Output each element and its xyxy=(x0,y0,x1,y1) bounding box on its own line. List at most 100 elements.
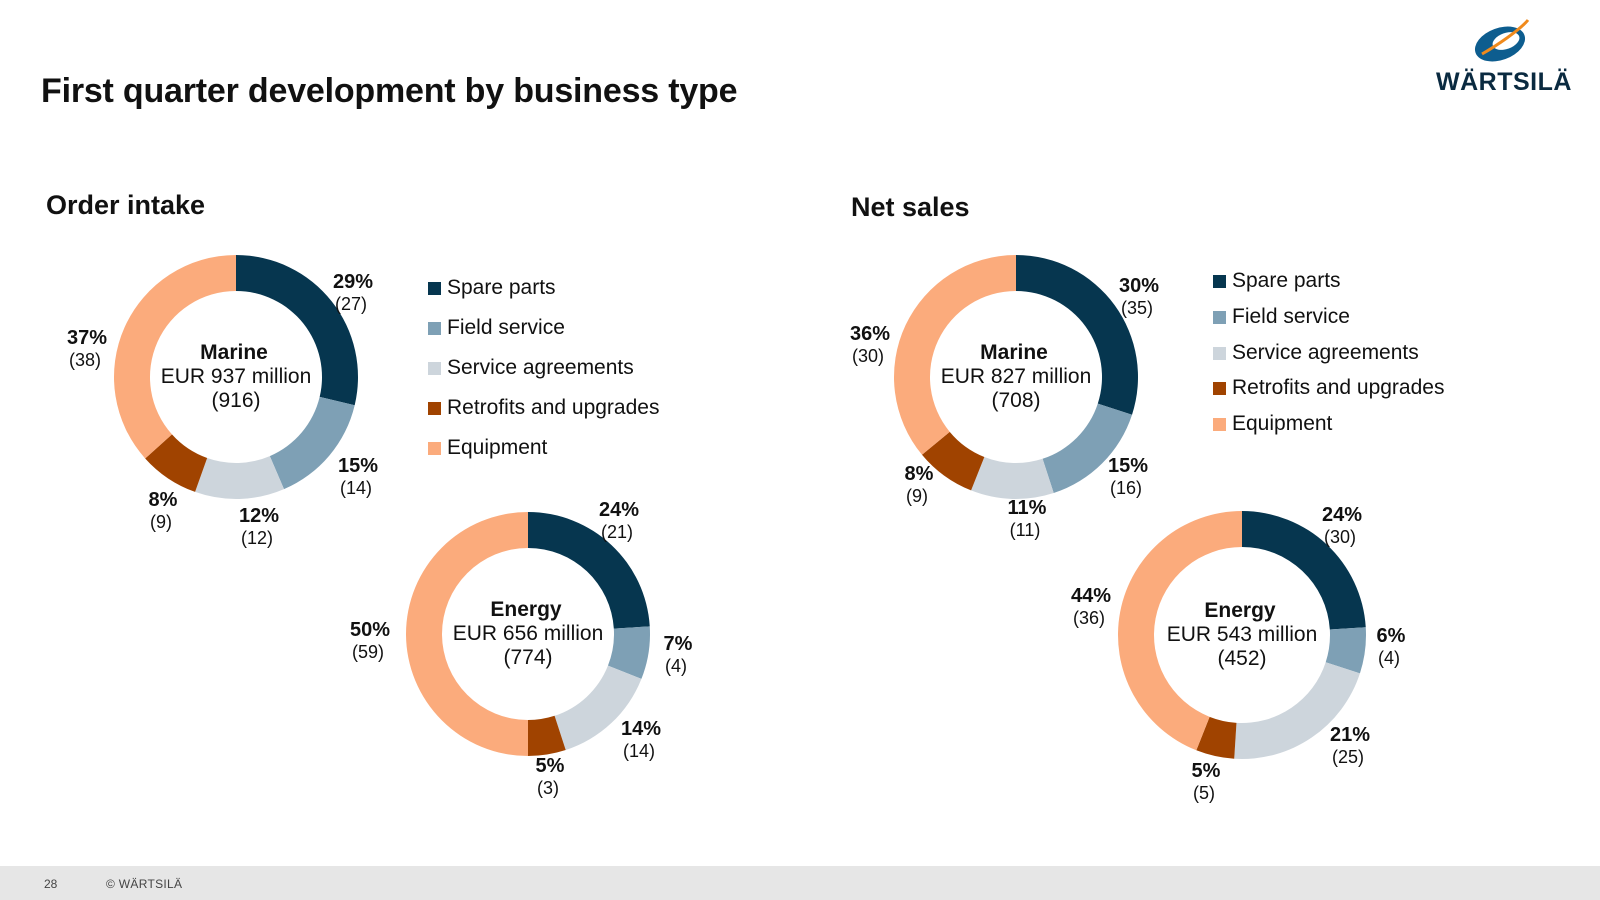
legend-swatch xyxy=(428,281,441,295)
data-label-percent-equipment: 37% xyxy=(67,327,107,349)
data-label-previous-service-agreements: (25) xyxy=(1332,747,1364,767)
data-label-percent-spare-parts: 30% xyxy=(1119,275,1159,297)
data-label-previous-retrofits: (9) xyxy=(906,486,928,506)
donut-segment-retrofits xyxy=(145,434,208,492)
data-label-previous-retrofits: (5) xyxy=(1193,783,1215,803)
page-number: 28 xyxy=(44,877,58,891)
data-label-previous-retrofits: (3) xyxy=(537,778,559,798)
donut-center-name: Marine xyxy=(200,341,268,364)
donut-center-name: Energy xyxy=(490,598,562,621)
wartsila-logo: WÄRTSILÄ xyxy=(1436,16,1572,96)
page-title: First quarter development by business ty… xyxy=(41,72,738,110)
data-label-percent-service-agreements: 14% xyxy=(621,718,661,740)
donut-chart-net-sales-energy: 24%(30) 6%(4) 21%(25) 5%(5) 44%(36) EnergyEUR… xyxy=(1071,504,1406,803)
donut-segment-retrofits xyxy=(528,715,566,756)
footer: 28 © WÄRTSILÄ xyxy=(0,866,1600,900)
legend-swatch xyxy=(1213,381,1226,395)
data-label-previous-service-agreements: (11) xyxy=(1010,520,1041,540)
logo-orange-arc xyxy=(1481,19,1530,56)
donut-center-previous: (708) xyxy=(991,389,1040,412)
donut-segment-service-agreements xyxy=(554,665,642,751)
donut-segment-spare-parts xyxy=(236,255,358,406)
donut-center-amount: EUR 937 million xyxy=(161,365,312,388)
legend-swatch xyxy=(428,361,441,375)
data-label-percent-field-service: 7% xyxy=(664,633,693,655)
data-label-percent-equipment: 36% xyxy=(850,323,890,345)
data-label-previous-field-service: (16) xyxy=(1110,478,1142,498)
data-label-previous-field-service: (4) xyxy=(665,656,687,676)
donut-segment-service-agreements xyxy=(971,456,1054,499)
data-label-previous-equipment: (38) xyxy=(69,350,101,370)
data-label-percent-field-service: 15% xyxy=(1108,455,1148,477)
logo-text: WÄRTSILÄ xyxy=(1436,68,1572,96)
donut-segment-equipment xyxy=(1118,511,1242,751)
donut-center-amount: EUR 827 million xyxy=(941,365,1092,388)
legend-label: Field service xyxy=(1232,305,1350,328)
net-sales-title: Net sales xyxy=(851,192,970,222)
data-label-percent-equipment: 50% xyxy=(350,619,390,641)
donut-center-amount: EUR 656 million xyxy=(453,622,604,645)
legend-label: Retrofits and upgrades xyxy=(447,396,660,419)
donut-center-amount: EUR 543 million xyxy=(1167,623,1318,646)
legend-swatch xyxy=(1213,310,1226,324)
legend-label: Equipment xyxy=(1232,412,1333,435)
donut-segment-retrofits xyxy=(921,431,985,491)
donut-segment-field-service xyxy=(1042,403,1133,494)
donut-center-name: Marine xyxy=(980,341,1048,364)
legend-label: Service agreements xyxy=(447,356,634,379)
data-label-percent-equipment: 44% xyxy=(1071,585,1111,607)
donut-segment-service-agreements xyxy=(195,456,284,499)
donut-segment-equipment xyxy=(114,254,236,459)
donut-segment-equipment xyxy=(406,512,528,756)
legend-item-spare-parts: Spare parts xyxy=(428,276,556,300)
legend-label: Equipment xyxy=(447,436,548,459)
legend-swatch xyxy=(428,401,441,415)
data-label-percent-retrofits: 8% xyxy=(149,489,178,511)
legend-item-spare-parts: Spare parts xyxy=(1213,269,1341,293)
donut-center-previous: (774) xyxy=(503,646,552,669)
donut-segment-field-service xyxy=(607,626,650,679)
data-label-previous-retrofits: (9) xyxy=(150,512,172,532)
data-label-percent-spare-parts: 29% xyxy=(333,271,373,293)
donut-segment-spare-parts xyxy=(1016,255,1138,415)
data-label-previous-equipment: (36) xyxy=(1073,608,1105,628)
legend-swatch xyxy=(1213,274,1226,288)
data-label-previous-service-agreements: (14) xyxy=(623,741,655,761)
donut-center-previous: (452) xyxy=(1217,647,1266,670)
data-label-percent-field-service: 6% xyxy=(1377,625,1406,647)
donut-segment-field-service xyxy=(1325,627,1367,674)
legend-item-field-service: Field service xyxy=(428,316,565,340)
legend-label: Spare parts xyxy=(447,276,556,299)
order-intake-title: Order intake xyxy=(46,190,206,220)
data-label-percent-service-agreements: 12% xyxy=(239,505,279,527)
data-label-previous-field-service: (14) xyxy=(340,478,372,498)
data-label-previous-spare-parts: (30) xyxy=(1324,527,1356,547)
data-label-percent-service-agreements: 21% xyxy=(1330,724,1370,746)
legend-item-retrofits: Retrofits and upgrades xyxy=(428,396,659,420)
legend-item-service-agreements: Service agreements xyxy=(1213,341,1419,365)
donut-segment-equipment xyxy=(893,255,1016,455)
legend-swatch xyxy=(1213,346,1226,360)
legend-item-equipment: Equipment xyxy=(428,436,547,460)
donut-segment-retrofits xyxy=(1196,716,1237,759)
data-label-previous-spare-parts: (35) xyxy=(1121,298,1153,318)
data-label-percent-service-agreements: 11% xyxy=(1008,497,1047,519)
donut-center-name: Energy xyxy=(1204,599,1276,622)
legend-swatch xyxy=(428,441,441,455)
legend-label: Field service xyxy=(447,316,565,339)
legend-label: Service agreements xyxy=(1232,341,1419,364)
data-label-percent-spare-parts: 24% xyxy=(599,499,639,521)
legend-item-service-agreements: Service agreements xyxy=(428,356,634,380)
data-label-percent-retrofits: 5% xyxy=(1192,760,1221,782)
legend-swatch xyxy=(1213,417,1226,431)
data-label-percent-spare-parts: 24% xyxy=(1322,504,1362,526)
data-label-previous-field-service: (4) xyxy=(1378,648,1400,668)
logo-white-cutout xyxy=(1492,32,1520,50)
legend-item-equipment: Equipment xyxy=(1213,412,1332,436)
data-label-previous-service-agreements: (12) xyxy=(241,528,273,548)
legend-swatch xyxy=(428,321,441,335)
legend-label: Spare parts xyxy=(1232,269,1341,292)
data-label-percent-field-service: 15% xyxy=(338,455,378,477)
donut-chart-order-intake-marine: 29%(27) 15%(14) 12%(12) 8%(9) 37%(38) MarineE… xyxy=(67,254,378,548)
